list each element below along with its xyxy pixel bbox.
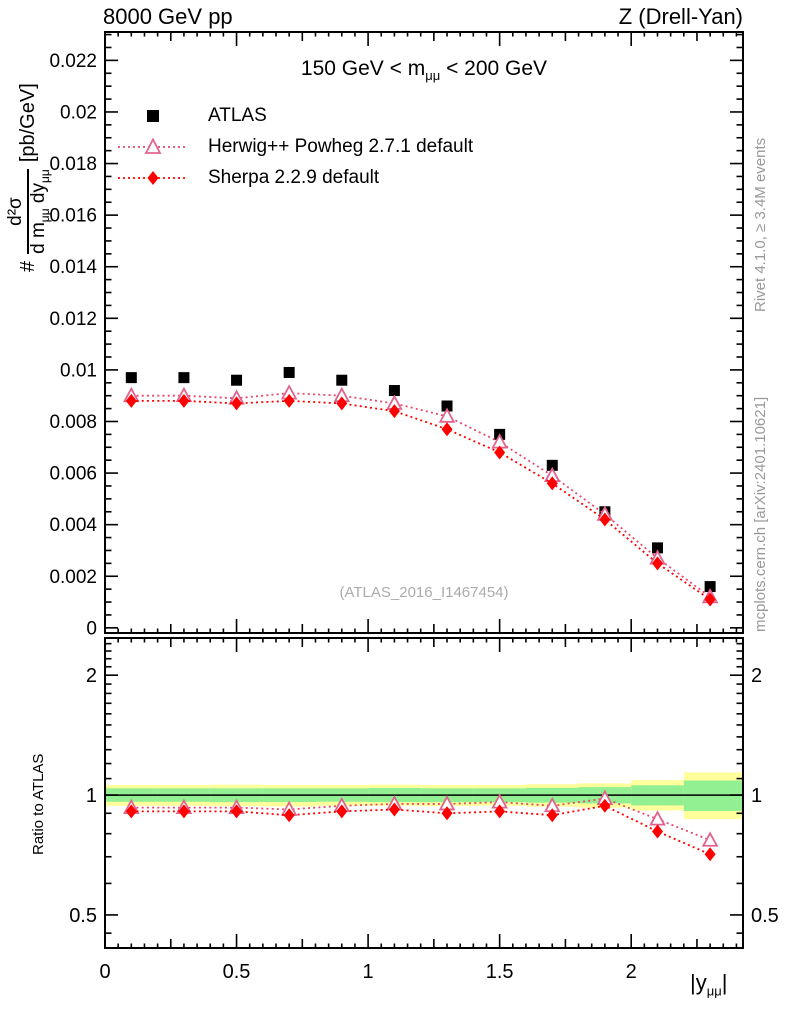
panel-frames: [104, 31, 744, 949]
axis-tick-labels: 0 0.002 0.004 0.006 0.008 0.01 0.012 0.014 0.016…: [49, 51, 778, 983]
x-axis-label: |yμμ|: [690, 970, 728, 999]
tick-label: 1: [751, 785, 762, 807]
legend: ATLAS Herwig++ Powheg 2.7.1 default Sher…: [110, 100, 473, 193]
tick-label: 1: [86, 785, 97, 807]
tick-label: 0.5: [69, 905, 97, 927]
rivet-version-note: Rivet 4.1.0, ≥ 3.4M events: [752, 137, 769, 312]
main-y-axis-label: # d²σ d mμμ dyμμ [pb/GeV]: [5, 83, 52, 272]
tick-label: 0.5: [223, 961, 251, 983]
process-title: Z (Drell-Yan): [618, 4, 743, 29]
herwig-triangle-marker-icon: [118, 137, 188, 154]
legend-item-herwig: Herwig++ Powheg 2.7.1 default: [110, 131, 473, 162]
tick-label: 0.008: [49, 412, 97, 433]
mass-cut-subtitle: 150 GeV < mμμ < 200 GeV: [300, 57, 548, 84]
beam-energy-title: 8000 GeV pp: [103, 4, 233, 29]
series-main-atlas: [125, 366, 716, 593]
legend-item-atlas: ATLAS: [110, 100, 473, 131]
legend-label: Sherpa 2.2.9 default: [208, 166, 380, 188]
tick-label: 0.022: [49, 51, 97, 72]
tick-label: 2: [751, 665, 762, 687]
analysis-id-watermark: (ATLAS_2016_I1467454): [339, 584, 509, 601]
tick-label: 0: [86, 618, 97, 639]
legend-label: ATLAS: [208, 104, 267, 126]
legend-label: Herwig++ Powheg 2.7.1 default: [208, 135, 474, 157]
tick-label: 0.5: [751, 905, 779, 927]
series-ratio-sherpa: [125, 798, 716, 862]
legend-item-sherpa: Sherpa 2.2.9 default: [110, 162, 473, 193]
tick-label: 1.5: [486, 961, 514, 983]
tick-label: 2: [86, 665, 97, 687]
series-main-herwig++: [122, 384, 719, 604]
cross-section-fraction: d²σ d mμμ dyμμ: [5, 169, 52, 254]
tick-label: 0.012: [49, 309, 97, 330]
tick-label: 0: [99, 961, 110, 983]
axis-ticks: [104, 32, 743, 948]
ratio-y-axis-label: Ratio to ATLAS: [30, 753, 47, 855]
tick-label: 2: [626, 961, 637, 983]
atlas-square-marker-icon: [147, 109, 159, 122]
series-main-sherpa: [125, 393, 716, 607]
tick-label: 0.006: [49, 464, 97, 485]
tick-label: 0.002: [49, 567, 97, 588]
tick-label: 1: [363, 961, 374, 983]
tick-label: 0.004: [49, 515, 97, 536]
sherpa-diamond-marker-icon: [118, 170, 188, 185]
tick-label: 0.01: [60, 360, 97, 381]
tick-label: 0.02: [60, 102, 97, 123]
mcplots-source-note: mcplots.cern.ch [arXiv:2401.10621]: [752, 396, 769, 632]
tick-label: 0.016: [49, 206, 97, 227]
tick-label: 0.018: [49, 154, 97, 175]
tick-label: 0.014: [49, 257, 97, 278]
